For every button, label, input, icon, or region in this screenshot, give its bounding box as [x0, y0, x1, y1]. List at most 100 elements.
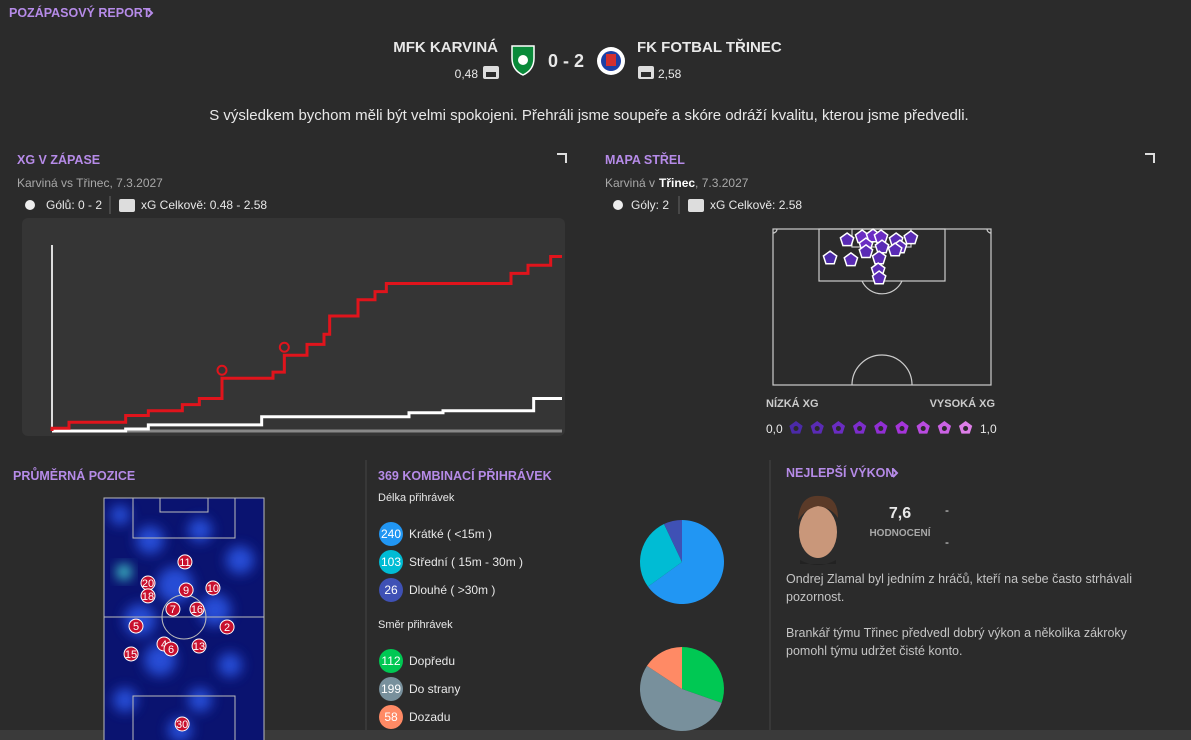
pass-badge [379, 705, 403, 729]
xg-stat: xG Celkově: 2.58 [710, 198, 803, 212]
home-xg: 0,48 [454, 67, 478, 81]
group-title: Směr přihrávek [378, 619, 453, 631]
player-number: 20 [142, 578, 154, 590]
shot [871, 270, 887, 285]
pass-count: 199 [380, 682, 402, 696]
pie-slice [682, 647, 724, 703]
player-number: 10 [207, 583, 219, 595]
pass-label: Krátké ( <15m ) [409, 527, 493, 541]
extra-stat: - [945, 503, 949, 517]
xg-icon [638, 66, 654, 79]
goals-stat: Gólů: 0 - 2 [46, 198, 103, 212]
legend-low: NÍZKÁ XG [766, 398, 819, 410]
panel-title: XG V ZÁPASE [17, 153, 101, 167]
player-photo [798, 495, 838, 565]
player-number: 5 [133, 621, 139, 633]
home-team: MFK KARVINÁ [393, 39, 498, 56]
subtitle-part: Karviná v [605, 176, 656, 190]
player-dot [165, 601, 181, 617]
shot [887, 242, 903, 257]
player-number: 6 [168, 644, 174, 656]
pass-label: Dlouhé ( >30m ) [409, 583, 496, 597]
player-dot [178, 582, 194, 598]
pass-count: 112 [381, 654, 401, 668]
xg-line [50, 254, 562, 431]
player-number: 2 [224, 622, 230, 634]
player-dot [189, 601, 205, 617]
pass-badge [379, 677, 403, 701]
legend-swatch-dot [793, 426, 799, 431]
xg-line [52, 397, 562, 433]
player-dot [177, 554, 193, 570]
player-number: 7 [170, 604, 176, 616]
subtitle-team: Třinec [659, 176, 696, 190]
summary: S výsledkem bychom měli být velmi spokoj… [209, 107, 969, 124]
pass-label: Dozadu [409, 710, 451, 724]
pass-label: Do strany [409, 682, 461, 696]
ball-icon [25, 200, 35, 210]
player-number: 30 [176, 719, 188, 731]
player-dot [191, 638, 207, 654]
player-number: 15 [125, 649, 137, 661]
pass-badge [379, 550, 403, 574]
panel-subtitle: Karviná vs Třinec, 7.3.2027 [17, 176, 163, 190]
scale-max: 1,0 [980, 422, 997, 436]
pie-slice [646, 647, 682, 689]
best-link[interactable]: NEJLEPŠÍ VÝKON [786, 466, 895, 480]
chevron [892, 468, 899, 478]
legend-swatch-dot [857, 426, 863, 431]
pie-slice [647, 520, 725, 605]
pass-label: Dopředu [409, 654, 456, 668]
rating: 7,6 [888, 505, 912, 522]
pass-badge [379, 522, 403, 546]
heatmap-pitch-lines [103, 497, 265, 740]
expand-icon[interactable] [1145, 153, 1155, 163]
subtitle-part: , 7.3.2027 [695, 176, 749, 190]
player-number: 4 [161, 639, 167, 651]
pass-label: Střední ( 15m - 30m ) [409, 555, 524, 569]
paragraph: Brankář týmu Třinec předvedl dobrý výkon… [786, 626, 1127, 658]
extra-stat: - [945, 535, 949, 549]
pie-slice [640, 665, 722, 732]
away-team: FK FOTBAL TŘINEC [637, 39, 782, 56]
xg-icon [119, 199, 135, 212]
player-dot [128, 618, 144, 634]
panel-title: 369 KOMBINACÍ PŘIHRÁVEK [378, 469, 552, 483]
legend-swatch-dot [878, 426, 884, 431]
rating-label: HODNOCENÍ [869, 528, 931, 539]
panel-title: PRŮMĚRNÁ POZICE [13, 469, 136, 483]
legend-swatch-dot [835, 426, 841, 431]
legend-swatch-dot [963, 426, 969, 431]
group-title: Délka přihrávek [378, 492, 455, 504]
shot [903, 229, 919, 245]
pass-badge [379, 578, 403, 602]
legend-swatch-dot [814, 426, 820, 431]
player-dot [140, 588, 156, 604]
panel-subtitle: Karviná v Třinec, 7.3.2027 [605, 175, 748, 191]
pass-count: 58 [384, 710, 398, 724]
expand-icon[interactable] [557, 153, 567, 163]
legend-swatch-dot [920, 426, 926, 431]
player-dot [219, 619, 235, 635]
xg-stat: xG Celkově: 0.48 - 2.58 [141, 198, 268, 212]
report-link[interactable]: POZÁPASOVÝ REPORT [9, 6, 151, 20]
player-number: 16 [191, 604, 203, 616]
xg-chart-panel [22, 218, 565, 436]
pie-slice [640, 524, 682, 587]
pass-count: 26 [384, 583, 398, 597]
pass-count: 103 [380, 555, 402, 569]
player-number: 18 [142, 591, 154, 603]
player-dot [205, 580, 221, 596]
heatmap [104, 498, 264, 740]
player-dot [163, 641, 179, 657]
player-dot [123, 646, 139, 662]
score: 0 - 2 [548, 51, 585, 71]
shot [839, 232, 855, 247]
xg-icon [688, 199, 704, 212]
scale-min: 0,0 [766, 422, 783, 436]
panel-title: MAPA STŘEL [605, 153, 685, 167]
shot [843, 251, 859, 267]
player-number: 9 [183, 585, 189, 597]
